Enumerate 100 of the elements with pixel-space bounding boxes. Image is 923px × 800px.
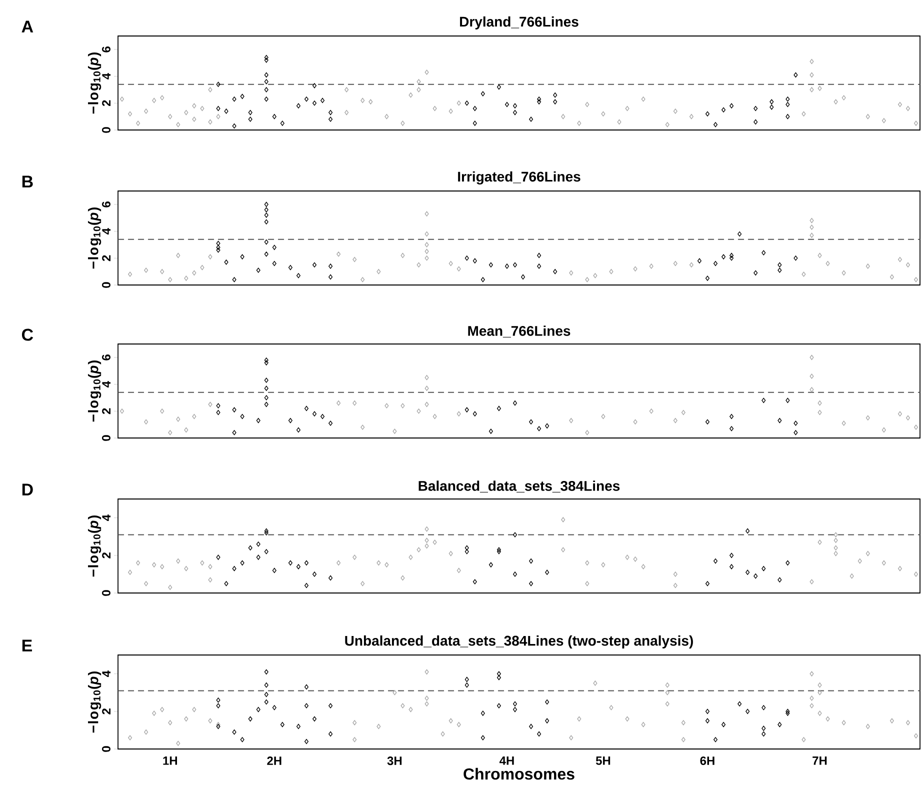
point [834, 538, 838, 543]
point [810, 354, 814, 360]
point [521, 274, 526, 280]
chart-title: Balanced_data_sets_384Lines [418, 480, 620, 492]
point [633, 419, 638, 424]
point [424, 242, 429, 248]
point [424, 211, 429, 216]
point [762, 250, 766, 256]
point [617, 119, 622, 124]
point [537, 264, 542, 269]
point [208, 254, 212, 260]
point [424, 231, 429, 237]
point [424, 70, 429, 75]
point [176, 558, 180, 564]
point [496, 84, 501, 90]
point [705, 276, 710, 281]
point [786, 398, 790, 403]
point [120, 408, 124, 414]
x-tick-label: 6H [700, 756, 714, 766]
point [216, 240, 220, 246]
point [472, 106, 477, 112]
point [248, 116, 252, 122]
point [328, 731, 333, 737]
point [256, 268, 260, 273]
point [488, 262, 493, 268]
point [424, 701, 429, 706]
point [794, 430, 798, 436]
point [730, 256, 734, 261]
point [641, 564, 646, 570]
point [288, 560, 292, 566]
point [264, 54, 268, 60]
point [160, 706, 164, 712]
point [224, 108, 228, 114]
point [786, 708, 790, 714]
point [312, 716, 316, 722]
y-tick-label: 2 [102, 100, 110, 106]
point [456, 411, 461, 416]
point [464, 545, 469, 550]
point [561, 517, 566, 522]
point [625, 106, 630, 112]
point [762, 705, 766, 710]
point [786, 102, 790, 108]
point [842, 720, 846, 726]
point [264, 360, 268, 366]
point [296, 724, 300, 729]
point [714, 122, 718, 128]
point [216, 410, 220, 416]
point [569, 270, 574, 276]
point [496, 703, 501, 708]
point [224, 260, 228, 265]
point [488, 428, 493, 434]
point [665, 122, 670, 128]
point [537, 96, 542, 102]
point [794, 72, 798, 78]
y-tick-label: 0 [102, 127, 110, 133]
point [184, 276, 188, 281]
point [705, 581, 710, 586]
point [184, 716, 188, 722]
point [898, 411, 902, 416]
point [192, 116, 196, 122]
point [328, 116, 333, 122]
point [834, 550, 838, 556]
chart-title: Irrigated_766Lines [458, 171, 580, 184]
point [754, 270, 758, 276]
point [264, 96, 268, 102]
point [496, 671, 501, 676]
point [818, 86, 822, 91]
point [352, 554, 357, 560]
point [818, 710, 822, 716]
point [464, 256, 469, 261]
point [136, 560, 140, 566]
point [906, 106, 910, 112]
point [264, 530, 268, 536]
point [256, 554, 260, 560]
point [513, 701, 517, 706]
point [360, 277, 365, 282]
point [537, 731, 542, 737]
point [232, 277, 236, 282]
point [344, 87, 349, 92]
point [128, 272, 132, 277]
point [802, 737, 806, 742]
point [336, 400, 341, 406]
point [336, 252, 341, 257]
point [304, 96, 308, 102]
point [160, 269, 164, 274]
point [778, 577, 782, 582]
point [866, 415, 870, 420]
point [810, 696, 814, 701]
point [601, 562, 606, 568]
point [569, 735, 574, 740]
point [810, 224, 814, 230]
point [850, 574, 854, 579]
point [898, 256, 902, 262]
point [794, 420, 798, 426]
point [224, 581, 228, 586]
point [513, 400, 517, 406]
point [272, 568, 276, 573]
point [248, 110, 252, 116]
point [585, 560, 590, 566]
point [264, 72, 268, 78]
